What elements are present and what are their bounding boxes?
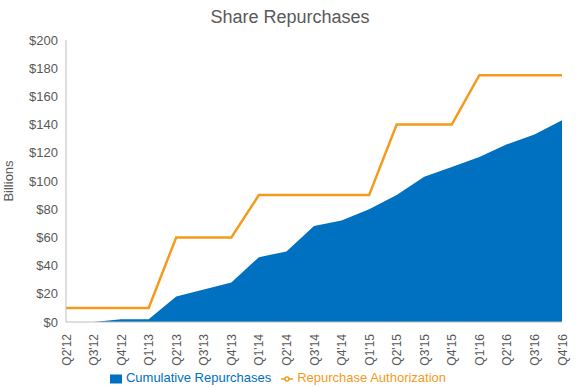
svg-text:Q2'12: Q2'12	[60, 334, 74, 366]
svg-text:Q3'16: Q3'16	[528, 334, 542, 366]
svg-text:$160: $160	[29, 89, 58, 104]
svg-text:Q2'14: Q2'14	[280, 334, 294, 366]
svg-text:Q1'16: Q1'16	[473, 334, 487, 366]
svg-text:Q3'15: Q3'15	[418, 334, 432, 366]
svg-text:Q1'15: Q1'15	[363, 334, 377, 366]
svg-text:$100: $100	[29, 174, 58, 189]
svg-text:Q3'13: Q3'13	[197, 334, 211, 366]
svg-text:Q4'14: Q4'14	[335, 334, 349, 366]
svg-text:$200: $200	[29, 34, 58, 48]
svg-text:Q4'13: Q4'13	[225, 334, 239, 366]
svg-text:Q3'14: Q3'14	[308, 334, 322, 366]
svg-text:$80: $80	[36, 202, 58, 217]
svg-text:Billions: Billions	[8, 160, 16, 202]
html-text:Cumulative Repurchases: Cumulative Repurchases	[125, 370, 272, 385]
svg-text:$120: $120	[29, 145, 58, 160]
svg-text:Q4'16: Q4'16	[556, 334, 570, 366]
html-text:Share Repurchases: Share Repurchases	[210, 7, 370, 27]
svg-text:$60: $60	[36, 230, 58, 245]
svg-text:Q4'12: Q4'12	[115, 334, 129, 366]
svg-text:Q1'14: Q1'14	[252, 334, 266, 366]
svg-text:$180: $180	[29, 61, 58, 76]
svg-text:Q2'16: Q2'16	[500, 334, 514, 366]
svg-text:Q3'12: Q3'12	[87, 334, 101, 366]
svg-text:$20: $20	[36, 286, 58, 301]
svg-text:$0: $0	[44, 315, 58, 330]
svg-text:Q2'13: Q2'13	[170, 334, 184, 366]
svg-text:Q2'15: Q2'15	[390, 334, 404, 366]
svg-text:$140: $140	[29, 117, 58, 132]
svg-text:Q1'13: Q1'13	[142, 334, 156, 366]
html-text:Repurchase Authorization: Repurchase Authorization	[297, 370, 446, 385]
svg-text:$40: $40	[36, 258, 58, 273]
svg-text:Q4'15: Q4'15	[445, 334, 459, 366]
